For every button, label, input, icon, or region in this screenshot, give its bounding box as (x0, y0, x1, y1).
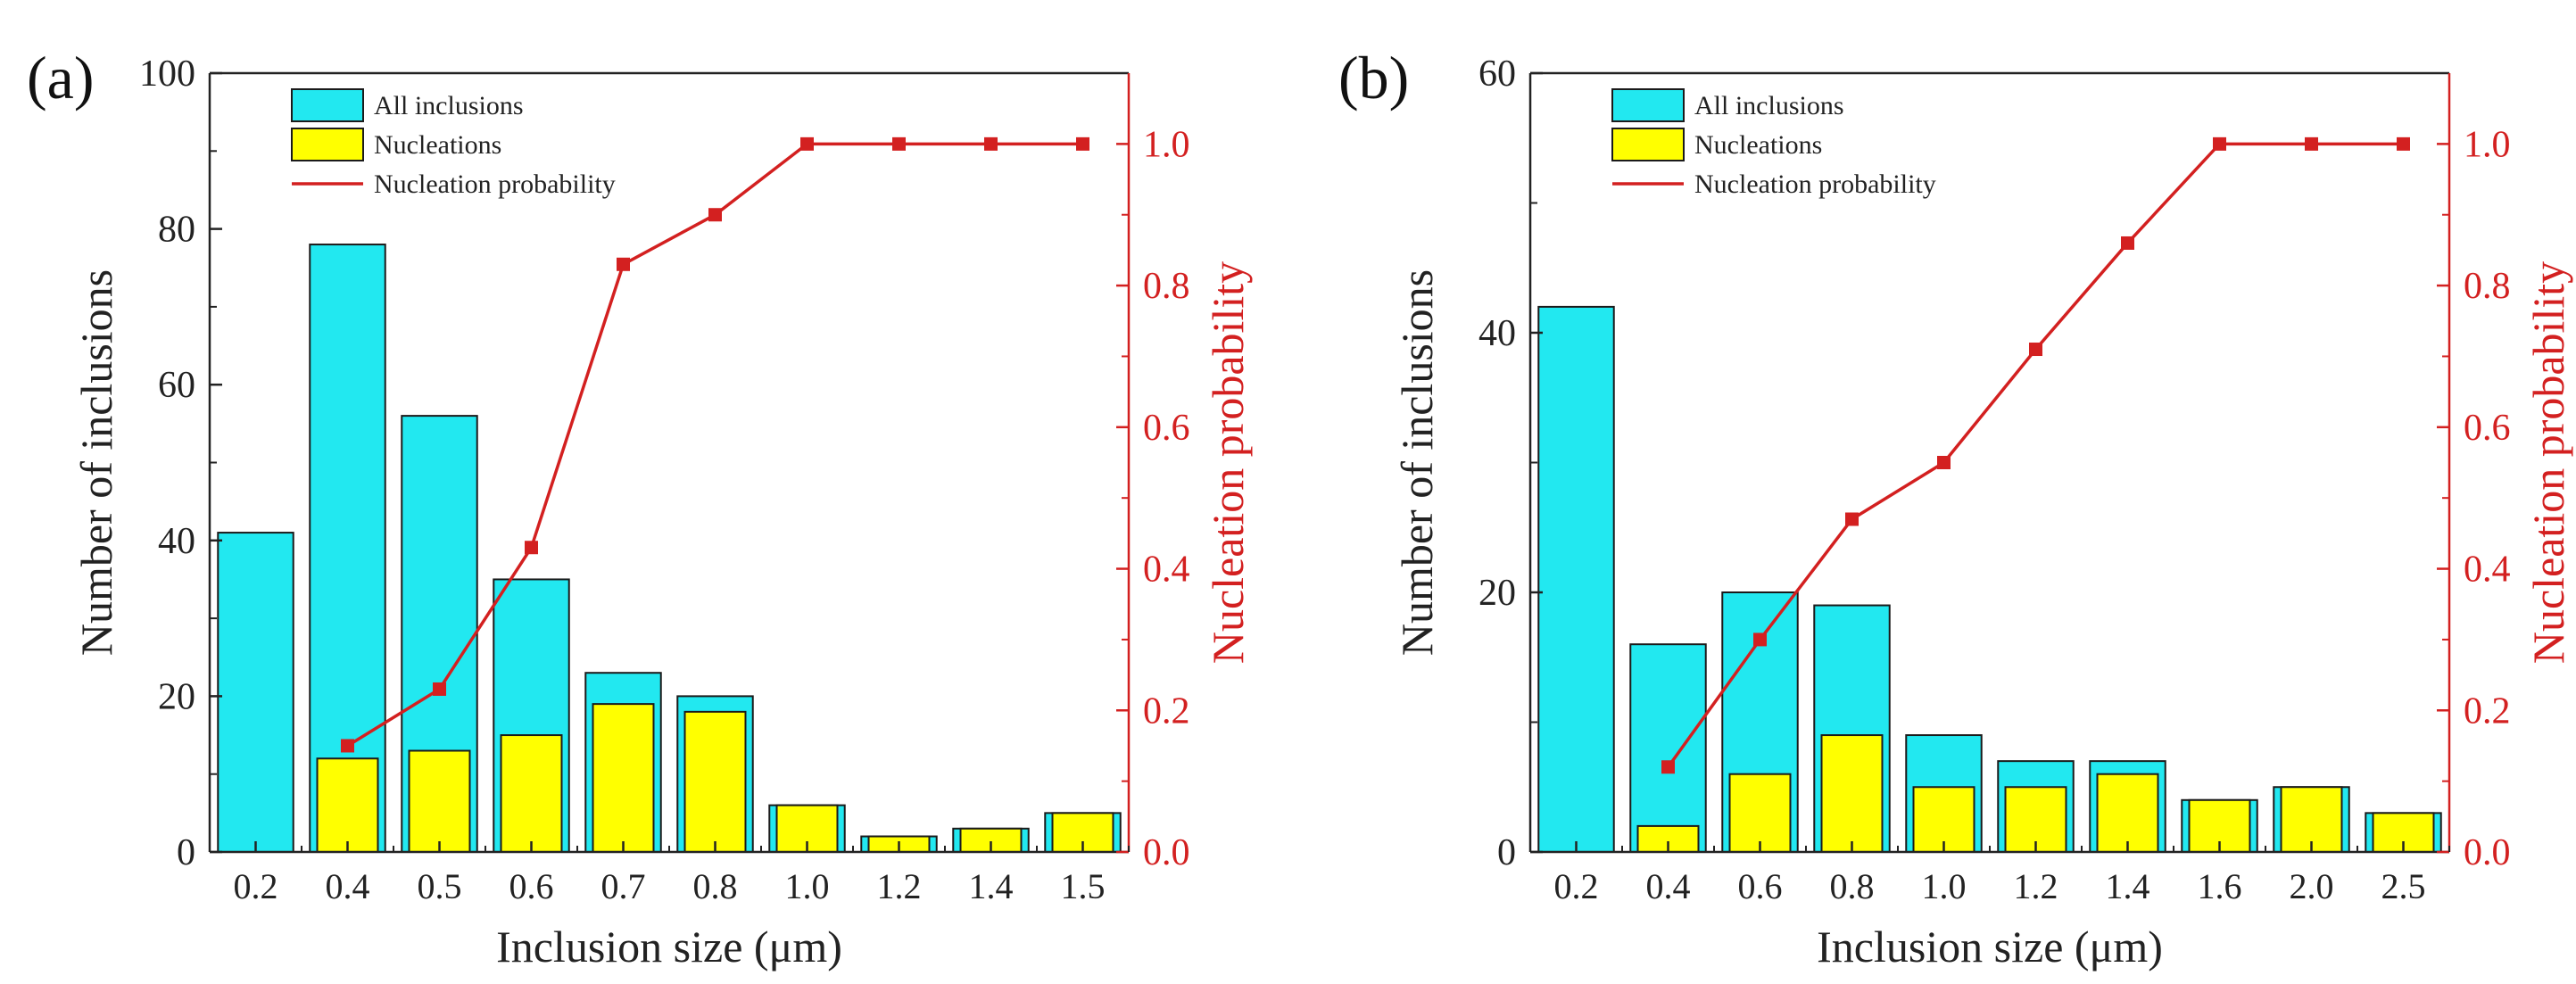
left-tick-label: 40 (1479, 313, 1516, 354)
x-tick-label: 0.2 (1554, 866, 1599, 906)
legend-label-all-inclusions: All inclusions (1694, 91, 1844, 120)
right-tick-label: 0.2 (2464, 690, 2511, 732)
y-axis-label: Number of inclusions (1392, 269, 1442, 656)
bar-nucleations (408, 749, 471, 854)
x-tick-label: 0.4 (326, 866, 370, 906)
bar-nucleations (2280, 786, 2343, 853)
legend-swatch-all-inclusions (291, 88, 364, 122)
legend-swatch-nucleations (1611, 128, 1685, 161)
probability-point (892, 136, 906, 151)
panel-label: (a) (27, 44, 94, 112)
x-tick-label: 0.8 (1830, 866, 1875, 906)
x-tick-label: 2.5 (2381, 866, 2426, 906)
x-tick-label: 1.4 (2106, 866, 2150, 906)
probability-point (984, 136, 998, 151)
bar-nucleations (2004, 786, 2067, 853)
x-tick-label: 1.2 (2014, 866, 2058, 906)
x-tick-label: 2.0 (2290, 866, 2334, 906)
x-tick-label: 0.2 (234, 866, 278, 906)
x-tick-label: 0.6 (509, 866, 554, 906)
x-axis-label: Inclusion size (μm) (1817, 922, 2163, 972)
right-tick-label: 0.4 (1143, 550, 1190, 591)
probability-point (1753, 633, 1767, 647)
bar-nucleations (1728, 773, 1792, 854)
left-tick-label: 0 (1497, 832, 1516, 873)
x-tick-label: 1.0 (785, 866, 830, 906)
probability-point (1661, 760, 1675, 774)
probability-point (800, 136, 814, 151)
legend-swatch-nucleations (291, 128, 364, 161)
probability-point (617, 257, 630, 271)
x-tick-label: 0.6 (1738, 866, 1783, 906)
x-tick-label: 0.8 (693, 866, 738, 906)
probability-point (708, 208, 722, 222)
right-tick-label: 0.6 (2464, 408, 2511, 449)
right-tick-label: 0.2 (1143, 690, 1190, 732)
x-axis-label: Inclusion size (μm) (496, 922, 842, 972)
right-tick-label: 0.4 (2464, 550, 2511, 591)
probability-point (1845, 512, 1859, 526)
x-tick-label: 0.5 (418, 866, 462, 906)
y-axis-label-right: Nucleation probability (2523, 261, 2573, 664)
panel-label: (b) (1338, 44, 1409, 112)
bar-nucleations (683, 710, 747, 853)
probability-point (2305, 136, 2318, 151)
bar-all-inclusions (1629, 643, 1707, 854)
bar-all-inclusions (217, 532, 294, 853)
probability-point (2029, 343, 2042, 357)
right-tick-label: 1.0 (1143, 124, 1190, 165)
right-tick-label: 0.8 (1143, 266, 1190, 307)
right-tick-label: 0.8 (2464, 266, 2511, 307)
probability-point (433, 682, 446, 696)
x-tick-label: 0.4 (1646, 866, 1691, 906)
y-axis-label-right: Nucleation probability (1203, 261, 1253, 664)
bar-all-inclusions (1537, 305, 1615, 853)
probability-point (2213, 136, 2226, 151)
probability-point (341, 739, 354, 753)
bar-nucleations (592, 703, 655, 853)
left-tick-label: 80 (158, 210, 195, 251)
x-tick-label: 1.4 (969, 866, 1014, 906)
legend-label-nucleation-probability: Nucleation probability (1694, 170, 1936, 199)
bar-nucleations (2096, 773, 2159, 854)
legend-label-all-inclusions: All inclusions (374, 91, 524, 120)
legend-label-nucleations: Nucleations (374, 130, 501, 160)
left-tick-label: 20 (1479, 573, 1516, 614)
left-tick-label: 100 (139, 54, 195, 95)
legend-label-nucleations: Nucleations (1694, 130, 1822, 160)
probability-point (1937, 456, 1951, 469)
right-tick-label: 0.0 (2464, 832, 2511, 873)
right-tick-label: 1.0 (2464, 124, 2511, 165)
bar-nucleations (500, 734, 563, 853)
legend-swatch-all-inclusions (1611, 88, 1685, 122)
panel-a: (a) 0 20 40 60 80 100 0.0 0.2 0.4 0.6 0.8 1.0 0.2 0.4 0… (27, 44, 1253, 972)
probability-point (525, 541, 538, 555)
bar-nucleations (316, 757, 379, 853)
panel-b: (b) 0 20 40 60 0.0 0.2 0.4 0.6 0.8 1.0 0.2 0.4 0.6 0.8… (1338, 44, 2573, 972)
left-tick-label: 20 (158, 676, 195, 717)
left-tick-label: 0 (177, 832, 195, 873)
x-tick-label: 0.7 (601, 866, 646, 906)
probability-point (2121, 236, 2134, 250)
right-tick-label: 0.6 (1143, 408, 1190, 449)
left-tick-label: 60 (158, 365, 195, 406)
legend-label-nucleation-probability: Nucleation probability (374, 170, 616, 199)
probability-point (1076, 136, 1089, 151)
x-tick-label: 1.6 (2198, 866, 2242, 906)
x-tick-label: 1.5 (1061, 866, 1106, 906)
probability-point (2397, 136, 2410, 151)
x-tick-label: 1.2 (877, 866, 922, 906)
y-axis-label: Number of inclusions (71, 269, 121, 656)
left-tick-label: 40 (158, 521, 195, 562)
right-tick-label: 0.0 (1143, 832, 1190, 873)
left-tick-label: 60 (1479, 54, 1516, 95)
x-tick-label: 1.0 (1922, 866, 1967, 906)
bar-nucleations (1820, 734, 1884, 853)
